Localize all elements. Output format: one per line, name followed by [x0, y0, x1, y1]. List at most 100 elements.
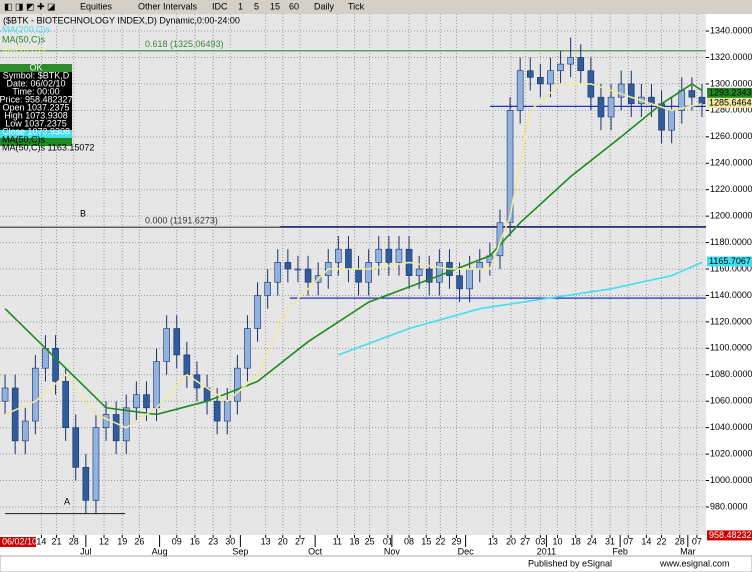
y-tick-label: 1100.0000 [710, 343, 752, 353]
data-window-header-text: OK [29, 62, 42, 72]
month-label: Dec [458, 546, 475, 556]
candle-body [11, 387, 19, 442]
legend-entry: MA(10,C)s [2, 44, 46, 54]
candle-body [526, 70, 534, 78]
candle-body [335, 248, 342, 263]
y-tick-label: 1120.0000 [710, 316, 752, 326]
candle-body [365, 262, 372, 283]
price-box-label: 1293.2343 [709, 87, 752, 97]
candle-body [183, 354, 191, 376]
candle-body [153, 361, 160, 409]
toolbar-item[interactable]: Other Intervals [138, 1, 198, 11]
data-window-row-bg [0, 130, 72, 138]
candle-body [355, 268, 362, 283]
data-window-row: MA(50,C)s [2, 134, 46, 144]
y-tick-label: 1000.0000 [710, 475, 752, 485]
toolbar [0, 0, 752, 14]
toolbar-item[interactable]: ◧ ◨ ◩ ✚ ◪ [4, 1, 56, 11]
candle-body [547, 70, 554, 85]
url[interactable]: www.esignal.com [659, 558, 730, 568]
y-tick-label: 1300.0000 [710, 78, 752, 88]
ma-line [4, 82, 703, 416]
candle-body [627, 83, 635, 105]
candle-body [496, 222, 504, 257]
month-label: Mar [680, 546, 696, 556]
toolbar-items: ◧ ◨ ◩ ✚ ◪ Equities Other Intervals IDC 1… [4, 1, 365, 11]
y-tick-label: 1040.0000 [710, 422, 752, 432]
data-window-row: Open 1037.2375 [2, 102, 69, 112]
candle-body [92, 427, 100, 501]
data-window-row: Price: 958.482327 [0, 94, 73, 104]
price-box-label: 1165.7067 [709, 256, 751, 266]
x-tick-label: 10 [553, 536, 563, 546]
toolbar-item[interactable]: 15 [270, 1, 280, 11]
y-tick-label: 1200.0000 [710, 211, 752, 221]
y-tick-label: 1260.0000 [710, 131, 752, 141]
candle-body [32, 367, 39, 422]
candle-body [425, 268, 433, 283]
toolbar-item[interactable]: Equities [80, 1, 113, 11]
x-tick-label: 22 [657, 536, 667, 546]
candle-body [698, 96, 706, 105]
toolbar-item[interactable]: IDC [212, 1, 228, 11]
candle-body [284, 262, 292, 270]
data-window: OK [0, 62, 72, 146]
candle-body [21, 420, 29, 442]
month-label: 2011 [537, 546, 556, 556]
ma-line [338, 261, 703, 356]
ma-line [4, 83, 703, 429]
x-tick-label: 11 [333, 536, 342, 546]
level-label: 0.618 (1325.06493) [145, 39, 224, 49]
candle-body [466, 268, 473, 290]
x-tick-label: 12 [99, 536, 109, 546]
price-box-label: 958.482327 [709, 530, 752, 540]
month-label: Nov [384, 546, 401, 556]
candle-body [274, 262, 282, 283]
y-tick-label: 1080.0000 [710, 369, 752, 379]
x-tick-label: 27 [295, 536, 305, 546]
candle-body [294, 268, 302, 271]
footer [0, 555, 752, 572]
candle-body [577, 57, 585, 72]
month-label: Aug [152, 546, 168, 556]
x-tick-label: 13 [261, 536, 271, 546]
candle-body [688, 90, 696, 98]
x-tick-label: 25 [365, 536, 375, 546]
data-window-row: High 1073.9308 [4, 110, 68, 120]
x-tick-label: 28 [69, 536, 79, 546]
y-tick-label: 1220.0000 [710, 184, 752, 194]
toolbar-item[interactable]: 1 [238, 1, 243, 11]
x-tick-label: 07 [623, 536, 633, 546]
y-tick-label: 1020.0000 [710, 448, 752, 458]
cursor-date: 06/02/10 [2, 536, 37, 546]
month-label: Jul [80, 546, 92, 556]
x-tick-label: 29 [452, 536, 462, 546]
candle-body [72, 427, 80, 468]
month-label: Feb [612, 546, 628, 556]
toolbar-item[interactable]: 5 [254, 1, 259, 11]
toolbar-item[interactable]: Tick [348, 1, 365, 11]
candle-body [163, 328, 170, 362]
chart-title: ($BTK - BIOTECHNOLOGY INDEX,D) Dynamic,0… [3, 15, 240, 25]
candle-body [567, 57, 574, 65]
candle-body [244, 328, 251, 369]
y-tick-label: 1240.0000 [710, 158, 752, 168]
candle-body [617, 83, 625, 98]
toolbar-item[interactable]: Daily [314, 1, 335, 11]
y-tick-label: 1140.0000 [710, 290, 752, 300]
x-tick-label: 18 [350, 536, 360, 546]
candle-body [102, 414, 110, 428]
annotation: B [80, 208, 86, 218]
y-tick-label: 1320.0000 [710, 52, 752, 62]
price-box [707, 256, 752, 267]
candle-body [173, 328, 181, 356]
toolbar-item[interactable]: 60 [289, 1, 299, 11]
candle-body [415, 268, 423, 276]
x-tick-label: 24 [587, 536, 597, 546]
candle-body [557, 63, 564, 72]
candle-body [82, 467, 90, 501]
candle-body [607, 96, 615, 118]
month-label: Sep [232, 546, 248, 556]
legend-entry: MA(200,C)s [2, 24, 51, 34]
plot: 0.618 (1325.06493) 0.000 (1191.6273) [0, 14, 706, 535]
